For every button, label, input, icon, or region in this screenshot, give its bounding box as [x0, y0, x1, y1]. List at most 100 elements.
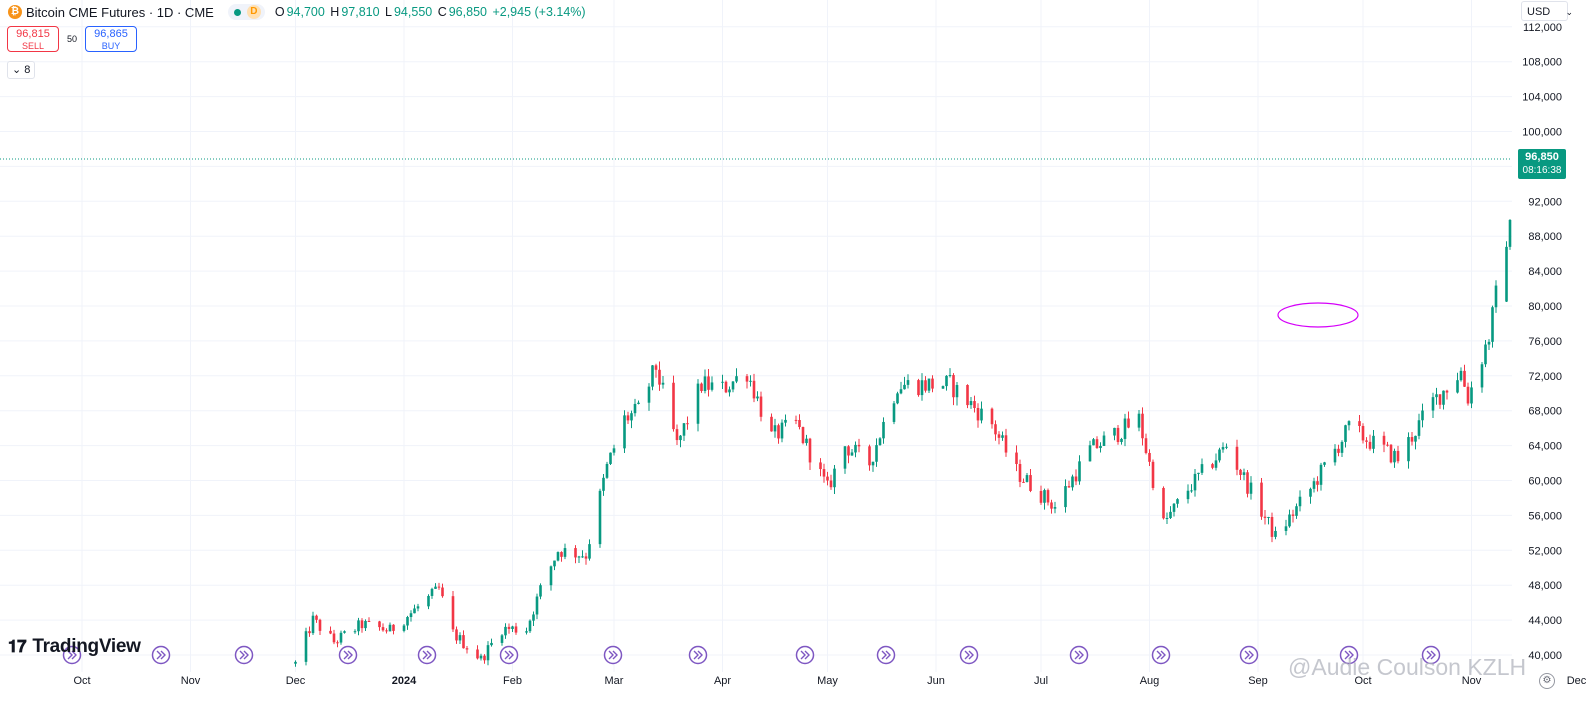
candle-body — [486, 645, 490, 661]
candle — [507, 623, 511, 634]
candle — [1344, 424, 1347, 448]
candle — [539, 583, 542, 600]
candle-body — [1431, 397, 1435, 411]
market-status[interactable]: D — [227, 4, 265, 20]
candle-body — [630, 413, 633, 421]
candles — [294, 133, 1590, 667]
candle-body — [1190, 490, 1193, 492]
economic-event-icon — [1151, 645, 1171, 665]
candle-body — [1291, 514, 1295, 516]
candle — [1456, 372, 1459, 394]
candle-body — [385, 630, 388, 632]
indicators-toggle-button[interactable]: ⌄ 8 — [7, 61, 36, 79]
candle-body — [479, 655, 483, 659]
candle — [1193, 469, 1197, 497]
candle — [343, 630, 346, 634]
candle-body — [696, 383, 700, 424]
candle-body — [1459, 370, 1463, 381]
open-label: O — [274, 5, 285, 19]
candle — [1144, 433, 1148, 455]
candle-body — [539, 585, 542, 597]
chevron-down-icon: ⌄ — [1565, 7, 1573, 17]
candle-body — [682, 423, 686, 436]
candle — [1494, 280, 1498, 313]
candle — [1365, 437, 1368, 449]
symbol-legend[interactable]: ₿ Bitcoin CME Futures · 1D · CME D O 94,7… — [8, 3, 588, 21]
candle-body — [917, 380, 920, 396]
candle-body — [1200, 464, 1204, 473]
candle-body — [1029, 475, 1032, 491]
sell-button[interactable]: 96,815 SELL — [7, 26, 59, 52]
candle-body — [1298, 496, 1302, 507]
candle — [808, 437, 812, 470]
candle — [549, 565, 553, 591]
candle — [819, 458, 822, 477]
candle-body — [311, 615, 315, 634]
watermark-text: @Audie Coulson KZLH — [1288, 654, 1527, 680]
candle — [1407, 432, 1410, 469]
candle — [724, 380, 728, 394]
candle-body — [360, 620, 364, 629]
candle — [388, 622, 392, 632]
candle — [315, 614, 318, 623]
time-tick-label: 2024 — [392, 675, 417, 687]
time-tick-label: May — [817, 675, 838, 687]
candle-body — [1480, 364, 1484, 388]
candle-body — [304, 631, 308, 662]
gap-ellipse-annotation — [1277, 302, 1359, 328]
candle — [850, 449, 854, 456]
candle-body — [462, 635, 465, 649]
candle-body — [553, 560, 556, 567]
candle-body — [980, 408, 983, 421]
candle-body — [976, 407, 980, 421]
candle-body — [1414, 435, 1417, 442]
price-tick-label: 44,000 — [1528, 615, 1562, 627]
event-markers — [62, 645, 1441, 665]
candle — [1298, 490, 1302, 512]
candle — [854, 441, 857, 458]
buy-button[interactable]: 96,865 BUY — [85, 26, 137, 52]
last-price-tag: 96,850 08:16:38 — [1518, 149, 1566, 179]
candle — [833, 464, 836, 494]
time-tick-label: Jul — [1034, 675, 1048, 687]
candle-body — [752, 380, 756, 399]
candle — [1239, 468, 1242, 481]
candle — [1347, 420, 1351, 431]
candle-body — [388, 624, 392, 632]
candle — [336, 640, 339, 648]
candle-body — [1445, 390, 1449, 393]
candle — [577, 555, 581, 564]
candle — [647, 383, 651, 411]
candle-body — [1442, 390, 1445, 405]
candle-body — [731, 381, 735, 390]
ohlc-values: O 94,700 H 97,810 L 94,550 C 96,850 +2,945 (… — [275, 5, 588, 19]
time-tick-label: Feb — [503, 675, 522, 687]
settings-gear-icon[interactable]: ⚙ — [1539, 673, 1555, 689]
candle-body — [1214, 460, 1218, 468]
candle — [703, 369, 707, 394]
candle-body — [406, 617, 409, 626]
candle-body — [507, 626, 511, 629]
candle-body — [1407, 437, 1410, 462]
currency-select[interactable]: USD ⌄ — [1521, 1, 1573, 21]
candle-body — [1193, 473, 1197, 491]
candle-body — [700, 383, 703, 391]
candle-body — [1025, 475, 1029, 482]
candle — [1337, 444, 1340, 457]
symbol-title[interactable]: Bitcoin CME Futures · 1D · CME — [26, 4, 214, 20]
candle — [1197, 472, 1200, 481]
candle — [1018, 459, 1022, 488]
candle-body — [357, 620, 360, 632]
candle-body — [847, 446, 850, 456]
candle-body — [1438, 394, 1442, 405]
candle-body — [875, 445, 878, 462]
tradingview-logo[interactable]: 𝟏𝟕 TradingView — [8, 636, 141, 658]
candle — [353, 629, 357, 634]
candle — [1169, 506, 1172, 520]
economic-event-icon — [1421, 645, 1441, 665]
candle — [416, 603, 420, 612]
sell-label: SELL — [21, 41, 45, 51]
time-tick-label: Jun — [927, 675, 945, 687]
candle-body — [756, 396, 759, 399]
